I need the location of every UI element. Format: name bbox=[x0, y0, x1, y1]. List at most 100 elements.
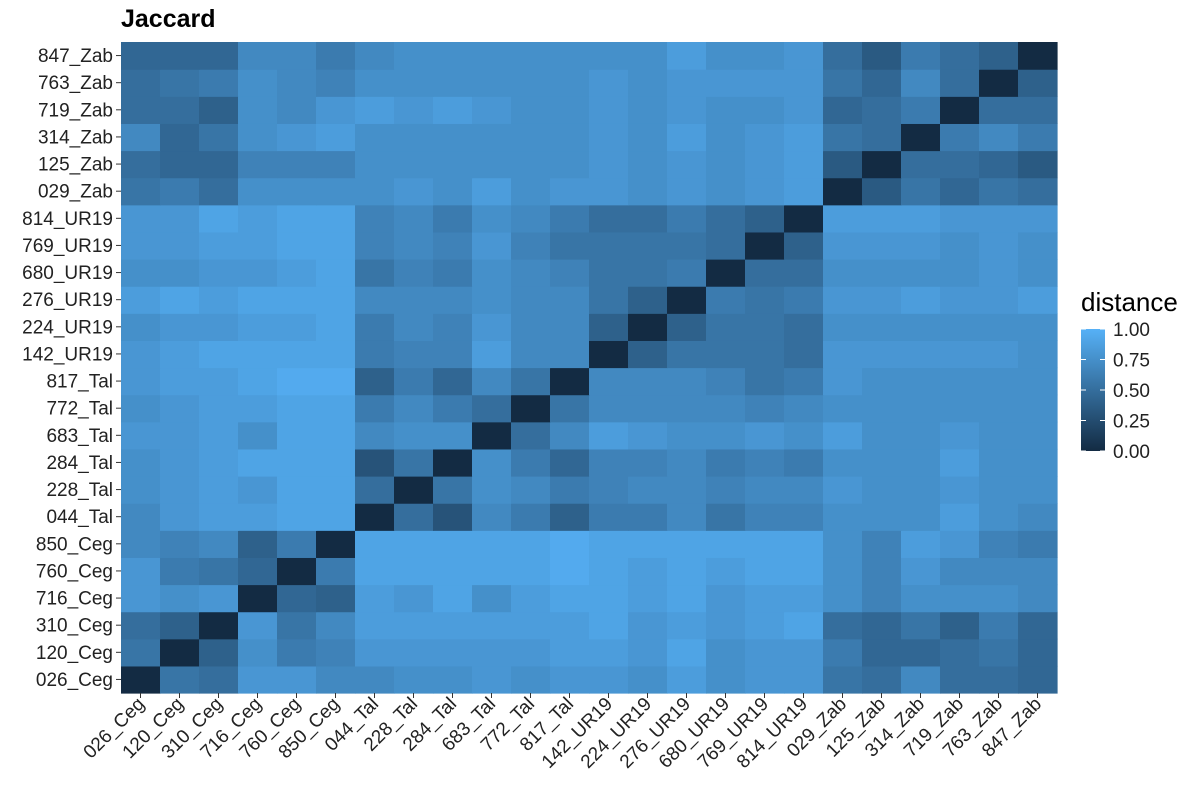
heatmap-cell bbox=[862, 367, 902, 396]
heatmap-cell bbox=[277, 150, 317, 179]
heatmap-cell bbox=[1018, 367, 1058, 396]
heatmap-cell bbox=[940, 204, 980, 233]
heatmap-cell bbox=[511, 421, 551, 450]
heatmap-cell bbox=[667, 530, 707, 558]
heatmap-cell bbox=[472, 259, 512, 287]
heatmap-cell bbox=[628, 96, 668, 124]
heatmap-cell bbox=[199, 394, 239, 423]
heatmap-cell bbox=[667, 367, 707, 396]
heatmap-cell bbox=[667, 42, 707, 70]
heatmap-cell bbox=[277, 638, 317, 667]
heatmap-cell bbox=[511, 530, 551, 558]
heatmap-cell bbox=[199, 584, 239, 613]
heatmap-cell bbox=[589, 42, 629, 70]
heatmap-cell bbox=[979, 204, 1019, 233]
heatmap-cell bbox=[472, 584, 512, 613]
heatmap-cell bbox=[550, 394, 590, 423]
heatmap-cell bbox=[511, 259, 551, 287]
y-tick-label: 772_Tal bbox=[46, 399, 113, 420]
heatmap-cell bbox=[121, 96, 161, 124]
heatmap-cell bbox=[277, 42, 317, 70]
heatmap-cell bbox=[472, 421, 512, 450]
heatmap-cell bbox=[823, 448, 863, 477]
y-tick-label: 814_UR19 bbox=[22, 209, 113, 230]
heatmap-cell bbox=[394, 123, 434, 152]
heatmap-cell bbox=[784, 123, 824, 152]
y-tick-label: 850_Ceg bbox=[36, 534, 113, 555]
heatmap-cell bbox=[355, 150, 395, 179]
heatmap-cell bbox=[1018, 665, 1058, 694]
heatmap-cell bbox=[355, 476, 395, 504]
heatmap-cell bbox=[355, 259, 395, 287]
heatmap-cell bbox=[706, 503, 746, 531]
heatmap-cell bbox=[784, 69, 824, 97]
heatmap-cell bbox=[823, 530, 863, 558]
heatmap-cell bbox=[784, 259, 824, 287]
heatmap-cell bbox=[316, 503, 356, 531]
heatmap-cell bbox=[940, 503, 980, 531]
heatmap-cell bbox=[901, 42, 941, 70]
heatmap-cell bbox=[355, 340, 395, 369]
heatmap-cell bbox=[121, 584, 161, 613]
heatmap-cell bbox=[394, 286, 434, 314]
heatmap-cell bbox=[433, 231, 473, 260]
heatmap-cell bbox=[784, 231, 824, 260]
y-tick-label: 769_UR19 bbox=[22, 236, 113, 257]
heatmap-cell bbox=[277, 313, 317, 341]
heatmap-cell bbox=[745, 150, 785, 179]
legend-title: distance bbox=[1081, 287, 1178, 317]
heatmap-cell bbox=[1018, 259, 1058, 287]
heatmap-cell bbox=[589, 611, 629, 640]
heatmap-cell bbox=[745, 611, 785, 640]
heatmap-cell bbox=[160, 313, 200, 341]
heatmap-cell bbox=[199, 476, 239, 504]
heatmap-cell bbox=[550, 476, 590, 504]
heatmap-cell bbox=[862, 448, 902, 477]
heatmap-cell bbox=[199, 503, 239, 531]
heatmap-cell bbox=[862, 530, 902, 558]
heatmap-cell bbox=[589, 394, 629, 423]
heatmap-cell bbox=[355, 231, 395, 260]
heatmap-cell bbox=[472, 313, 512, 341]
heatmap-cell bbox=[667, 638, 707, 667]
heatmap-cell bbox=[316, 96, 356, 124]
heatmap-cell bbox=[667, 340, 707, 369]
heatmap-cell bbox=[979, 394, 1019, 423]
heatmap-cell bbox=[706, 259, 746, 287]
heatmap-cell bbox=[745, 231, 785, 260]
heatmap-cell bbox=[121, 530, 161, 558]
heatmap-cell bbox=[472, 177, 512, 206]
heatmap-cell bbox=[1018, 448, 1058, 477]
heatmap-cell bbox=[433, 367, 473, 396]
heatmap-cell bbox=[940, 638, 980, 667]
heatmap-cell bbox=[979, 42, 1019, 70]
heatmap-cell bbox=[589, 503, 629, 531]
legend: distance 1.00 0.75 0.50 0.25 0.00 bbox=[1081, 287, 1178, 463]
heatmap-cell bbox=[394, 448, 434, 477]
heatmap-cell bbox=[238, 259, 278, 287]
heatmap-cell bbox=[1018, 394, 1058, 423]
heatmap-cell bbox=[199, 340, 239, 369]
heatmap-cell bbox=[160, 476, 200, 504]
heatmap-cell bbox=[511, 367, 551, 396]
heatmap-cell bbox=[628, 584, 668, 613]
heatmap-cell bbox=[628, 313, 668, 341]
heatmap-cell bbox=[160, 503, 200, 531]
y-tick-label: 120_Ceg bbox=[36, 643, 113, 664]
heatmap-cell bbox=[121, 503, 161, 531]
heatmap-cell bbox=[160, 611, 200, 640]
heatmap-cell bbox=[940, 150, 980, 179]
heatmap-cell bbox=[433, 611, 473, 640]
heatmap-cell bbox=[706, 204, 746, 233]
heatmap-cell bbox=[355, 448, 395, 477]
heatmap-cell bbox=[628, 177, 668, 206]
heatmap-cell bbox=[316, 448, 356, 477]
heatmap-cell bbox=[628, 557, 668, 586]
heatmap-cell bbox=[862, 638, 902, 667]
heatmap-cell bbox=[511, 69, 551, 97]
heatmap-cell bbox=[979, 150, 1019, 179]
heatmap-cell bbox=[355, 503, 395, 531]
heatmap-cell bbox=[199, 611, 239, 640]
heatmap-cell bbox=[628, 665, 668, 694]
